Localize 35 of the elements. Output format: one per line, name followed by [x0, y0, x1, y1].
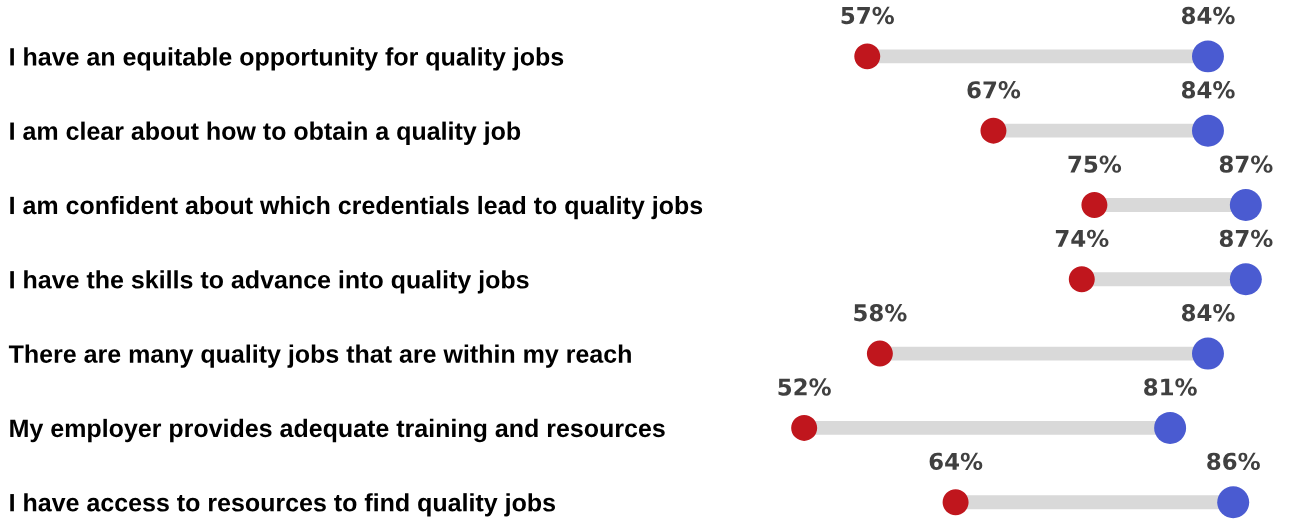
data-label: 87%	[1219, 229, 1273, 248]
point	[1154, 411, 1187, 444]
data-label: 84%	[1181, 6, 1235, 25]
y-tick-label: My employer provides adequate training and resources	[10, 418, 665, 443]
data-label: 58%	[854, 304, 907, 322]
data-label: 74%	[1055, 229, 1109, 248]
point	[1191, 337, 1224, 370]
y-tick-label: I am clear about how to obtain a quality job	[10, 121, 521, 145]
data-label: 64%	[929, 452, 983, 470]
data-label: 81%	[1144, 378, 1197, 396]
data-label: 67%	[967, 81, 1021, 99]
data-label: 84%	[1181, 304, 1235, 322]
data-label: 86%	[1207, 452, 1260, 470]
point	[791, 414, 818, 441]
y-tick-label: I have an equitable opportunity for quality jobs	[10, 47, 564, 71]
point	[854, 43, 881, 70]
point	[980, 117, 1007, 144]
y-tick-label: I have the skills to advance into quality jobs	[10, 270, 529, 294]
point	[866, 340, 893, 367]
point	[1081, 191, 1108, 218]
point	[1191, 40, 1224, 73]
data-label: 84%	[1181, 81, 1235, 99]
y-tick-label: There are many quality jobs that are within my reach	[8, 344, 631, 368]
data-label: 57%	[841, 6, 894, 25]
point	[942, 489, 969, 516]
point	[1191, 114, 1224, 147]
y-tick-label: I am confident about which credentials lead to quality jobs	[10, 195, 703, 220]
point	[1068, 266, 1095, 293]
data-label: 52%	[778, 378, 831, 396]
point	[1229, 188, 1262, 221]
data-label: 87%	[1219, 155, 1273, 173]
point	[1229, 263, 1262, 296]
y-tick-label: I have access to resources to find quality jobs	[10, 493, 555, 517]
point	[1217, 486, 1250, 519]
data-label: 75%	[1068, 155, 1122, 173]
